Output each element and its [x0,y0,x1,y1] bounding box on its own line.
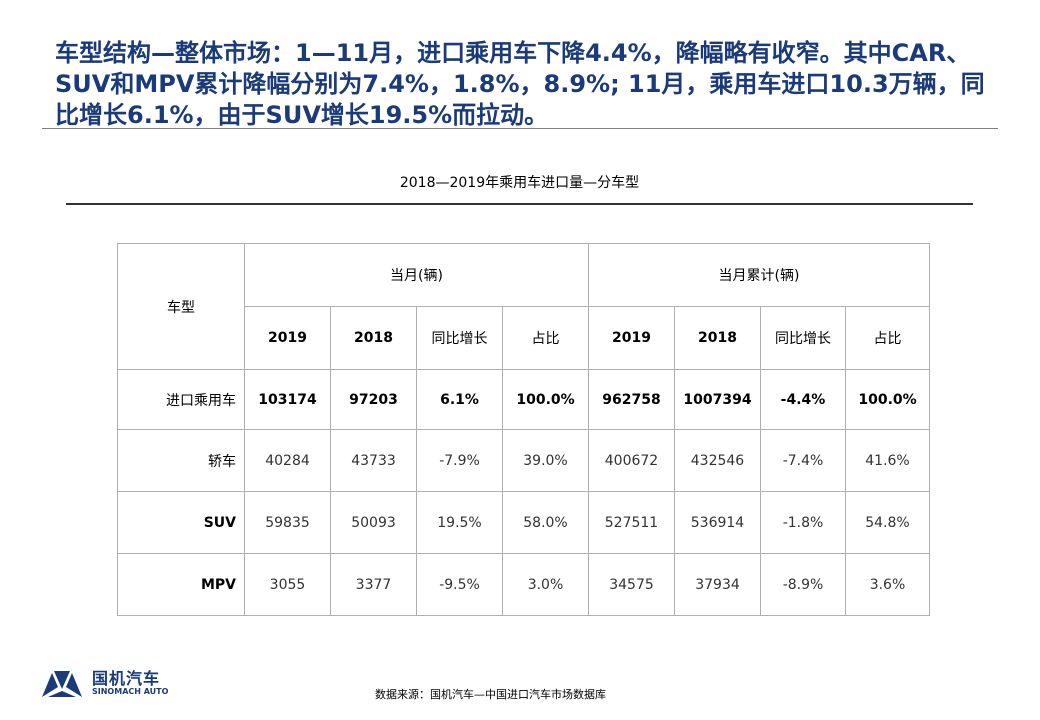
table-cell: 3.6% [845,553,930,616]
table-cell: 43733 [330,429,417,492]
table-cell: -4.4% [760,369,846,430]
table-cell: -7.4% [760,429,846,492]
table-title: 2018—2019年乘用车进口量—分车型 [399,175,640,191]
table-title-divider [66,203,973,205]
sub-header: 同比增长 [760,306,846,370]
table-cell: 41.6% [845,429,930,492]
table-cell: 100.0% [845,369,930,430]
table-cell: -7.9% [416,429,503,492]
sub-header: 2018 [330,306,417,370]
sinomach-logo-icon [42,671,82,697]
table-cell: 50093 [330,491,417,554]
row-label: MPV [117,553,245,616]
row-label: SUV [117,491,245,554]
import-volume-table: 车型 当月(辆) 当月累计(辆) 2019 2018 同比增长 占比 2019 … [117,243,930,616]
table-row: 进口乘用车 103174 97203 6.1% 100.0% 962758 10… [117,369,930,430]
table-cell: 59835 [244,491,331,554]
sub-header: 占比 [845,306,930,370]
table-row: SUV 59835 50093 19.5% 58.0% 527511 53691… [117,491,930,554]
table-cell: 3055 [244,553,331,616]
table-cell: 6.1% [416,369,503,430]
table-row: MPV 3055 3377 -9.5% 3.0% 34575 37934 -8.… [117,553,930,616]
table-cell: 962758 [588,369,675,430]
table-cell: 97203 [330,369,417,430]
table-cell: 39.0% [502,429,589,492]
table-cell: 54.8% [845,491,930,554]
headline-divider [42,128,998,129]
table-cell: 527511 [588,491,675,554]
type-header: 车型 [117,243,245,370]
table-cell: 40284 [244,429,331,492]
table-cell: 3377 [330,553,417,616]
table-cell: -1.8% [760,491,846,554]
table-cell: 536914 [674,491,761,554]
table-cell: 1007394 [674,369,761,430]
sub-header: 2019 [244,306,331,370]
sub-header: 2019 [588,306,675,370]
table-row: 轿车 40284 43733 -7.9% 39.0% 400672 432546… [117,429,930,492]
table-cell: 3.0% [502,553,589,616]
data-source-note: 数据来源：国机汽车—中国进口汽车市场数据库 [375,688,606,701]
table-cell: 58.0% [502,491,589,554]
table-cell: 19.5% [416,491,503,554]
sub-header: 占比 [502,306,589,370]
headline: 车型结构—整体市场：1—11月，进口乘用车下降4.4%，降幅略有收窄。其中CAR… [55,39,985,129]
table-cell: 400672 [588,429,675,492]
row-label: 轿车 [117,429,245,492]
table-cell: 34575 [588,553,675,616]
row-label: 进口乘用车 [117,369,245,430]
group-header-cumulative: 当月累计(辆) [588,243,930,307]
group-header-month: 当月(辆) [244,243,589,307]
logo-text-cn: 国机汽车 [92,669,161,688]
table-cell: 103174 [244,369,331,430]
sinomach-logo: 国机汽车 SINOMACH AUTO [40,665,200,701]
logo-text-en: SINOMACH AUTO [92,687,169,696]
table-cell: -9.5% [416,553,503,616]
sub-header: 2018 [674,306,761,370]
table-cell: -8.9% [760,553,846,616]
table-cell: 37934 [674,553,761,616]
table-cell: 100.0% [502,369,589,430]
table-cell: 432546 [674,429,761,492]
sub-header: 同比增长 [416,306,503,370]
